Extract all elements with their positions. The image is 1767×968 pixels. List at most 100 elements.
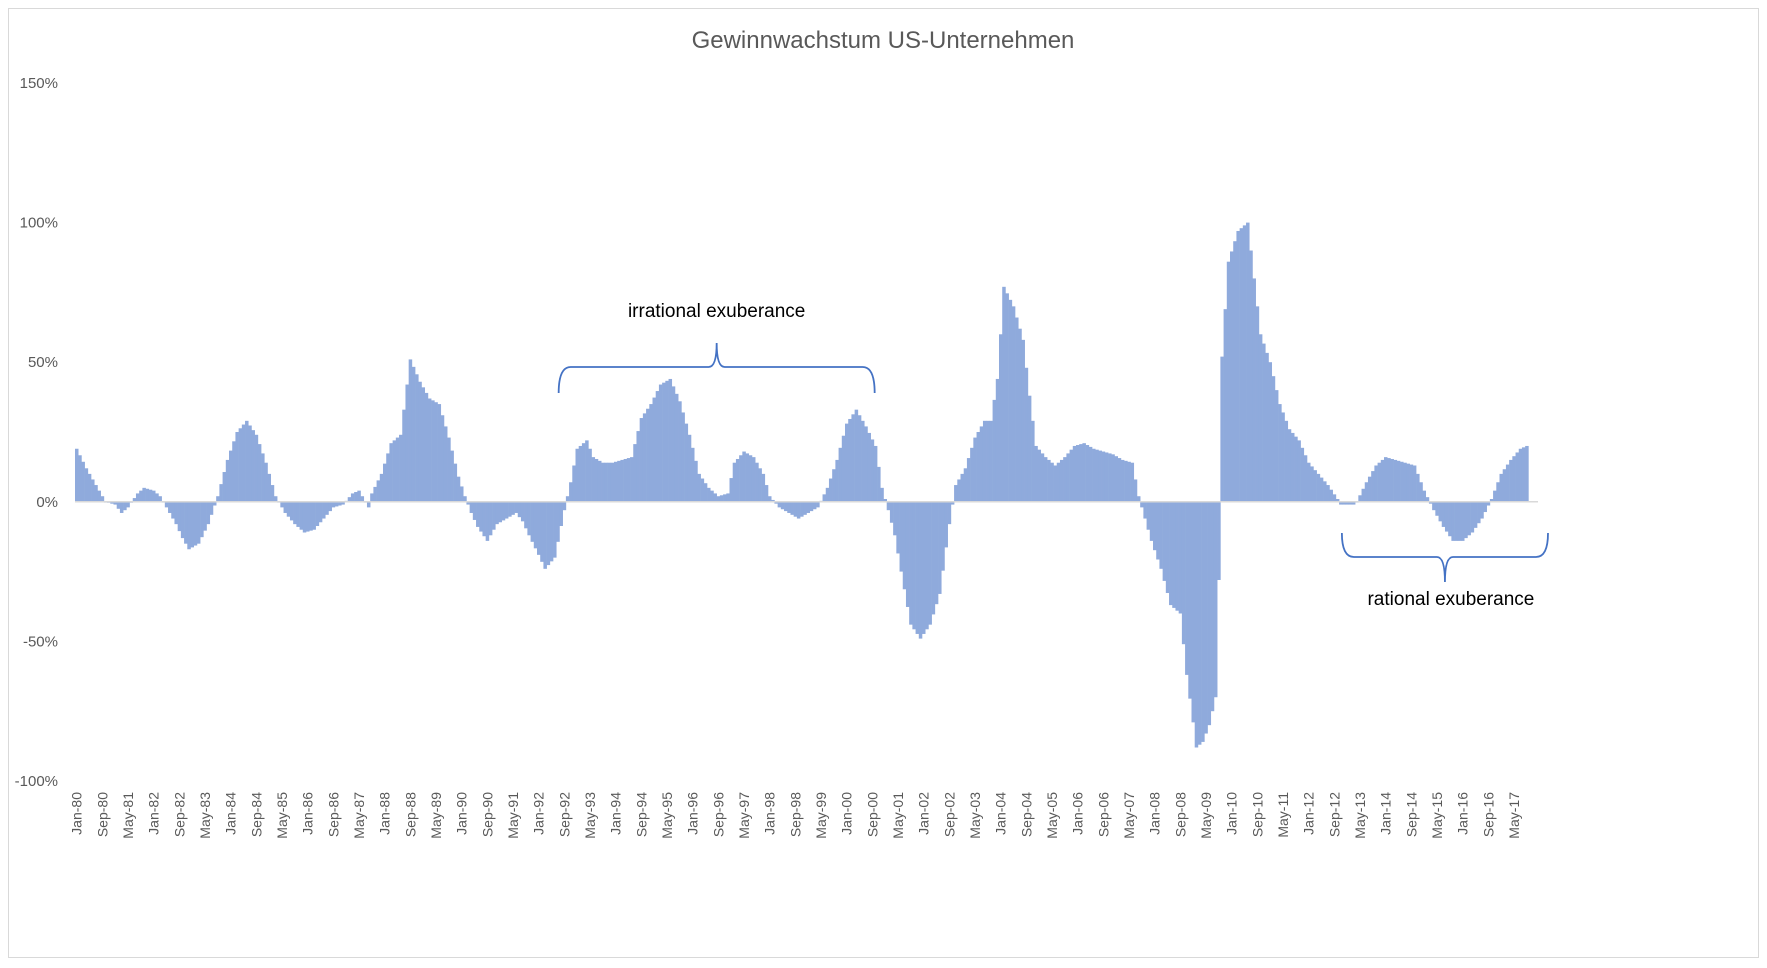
bar [338,501,342,506]
x-tick-label: Jan-08 [1147,792,1163,835]
bar [716,496,721,502]
bar [1104,452,1109,502]
bar [328,501,332,512]
bar [1242,225,1247,502]
x-tick-label: May-05 [1044,792,1060,839]
bar [1120,459,1125,502]
bar [206,501,211,525]
bar [174,501,178,525]
bar [941,501,945,571]
bar [825,487,830,502]
x-tick-label: Jan-84 [223,792,239,835]
bar [1457,501,1462,541]
bar [989,420,993,502]
bar [893,501,897,536]
x-tick-label: Sep-88 [402,792,418,837]
bar [729,478,734,502]
bar [610,462,615,502]
bar [110,501,114,504]
bar [482,501,486,537]
bar [373,486,377,502]
bar [591,457,596,502]
bar [1367,476,1372,502]
bar [1406,463,1410,502]
bar [665,380,669,502]
bar [1493,490,1497,502]
bar [533,501,538,549]
bar [196,501,201,544]
bar [549,501,554,562]
bar [1255,306,1260,502]
bar [456,476,461,502]
bar [421,387,426,502]
bar [1467,501,1471,536]
bar [1265,352,1269,502]
bar [697,473,701,502]
bar [838,447,843,502]
bar [306,501,310,532]
bar [973,437,977,502]
bar [1088,446,1093,502]
bar [1419,482,1423,502]
bar [1188,501,1192,699]
bar [925,501,929,630]
bar [1329,489,1333,502]
bar [132,498,137,502]
bar [238,428,243,502]
bar [460,486,464,502]
bar [787,501,791,513]
bar [559,501,563,526]
bar [437,404,442,502]
bar [209,501,214,515]
bar [75,448,79,502]
bar [1114,456,1119,502]
x-tick-label: May-01 [890,792,906,839]
bar [399,434,403,502]
bar [790,501,794,515]
bar [1525,445,1529,502]
bar [354,492,358,502]
bar [241,424,246,502]
bar [1053,465,1058,502]
bar [877,466,881,502]
bar [1223,309,1228,502]
bar [909,501,913,625]
bar [315,501,320,526]
bar [828,478,833,502]
bar [504,501,509,519]
bar [751,457,756,502]
bar [793,501,798,517]
bar [642,413,647,502]
x-tick-label: Sep-90 [479,792,495,837]
bar [1348,501,1353,505]
bar [415,374,419,502]
bar [1185,501,1189,675]
bar [1002,286,1006,502]
bar [264,462,268,502]
bar [1268,362,1273,502]
bar [1345,501,1350,505]
bar [1252,278,1256,502]
bar [472,501,477,520]
bar [1444,501,1449,532]
bar [283,501,288,513]
bar [931,501,936,615]
bar [841,435,846,502]
bar [594,458,599,502]
x-tick-label: Jan-16 [1455,792,1471,835]
bar [848,418,852,502]
bar [81,461,85,502]
x-tick-label: May-87 [351,792,367,839]
bar [1377,462,1382,502]
x-tick-label: Sep-84 [248,792,264,837]
bar [1175,501,1179,611]
bar [1140,501,1144,508]
bar [1274,390,1279,502]
bar [463,496,467,502]
bar [707,487,711,502]
bar [424,392,429,502]
bar [572,465,576,502]
bar [357,490,361,502]
bar [1092,448,1096,502]
